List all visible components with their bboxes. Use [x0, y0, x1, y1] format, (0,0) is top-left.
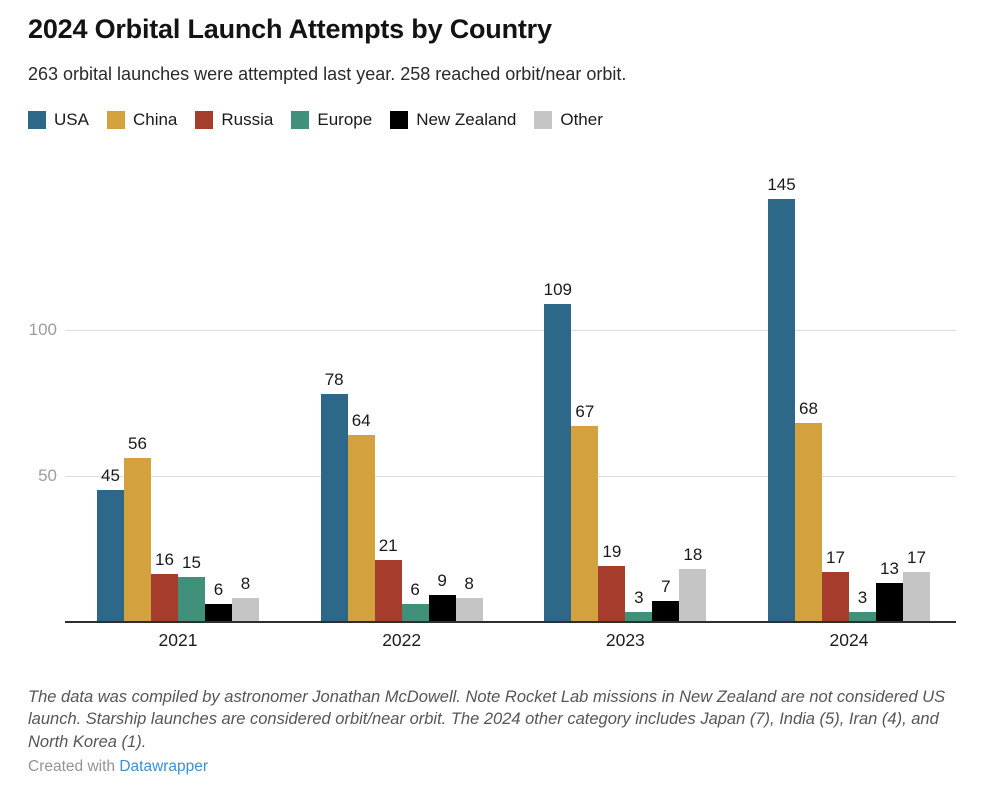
- value-label-new-zealand-2022: 9: [437, 570, 447, 590]
- bar-europe-2021[interactable]: [178, 577, 205, 621]
- legend-label-russia: Russia: [221, 110, 274, 129]
- bar-russia-2021[interactable]: [151, 574, 178, 621]
- chart-title: 2024 Orbital Launch Attempts by Country: [28, 14, 552, 44]
- value-label-new-zealand-2023: 7: [661, 576, 671, 596]
- value-label-other-2024: 17: [907, 547, 926, 567]
- bar-russia-2022[interactable]: [374, 559, 402, 621]
- value-label-other-2023: 18: [683, 544, 703, 564]
- bar-new-zealand-2024[interactable]: [876, 583, 903, 621]
- gridline-100: [65, 330, 956, 331]
- bar-usa-2022[interactable]: [320, 394, 348, 621]
- value-label-russia-2023: 19: [602, 541, 622, 561]
- bar-russia-2024[interactable]: [822, 571, 849, 621]
- bar-china-2024[interactable]: [795, 423, 822, 621]
- attribution: Created with Datawrapper: [28, 758, 208, 776]
- legend-swatch-russia: [195, 111, 214, 129]
- value-label-europe-2021: 15: [182, 553, 201, 573]
- value-label-china-2024: 68: [799, 399, 818, 419]
- datawrapper-link[interactable]: Datawrapper: [119, 758, 209, 775]
- legend-item-usa[interactable]: USA: [28, 110, 89, 130]
- legend: USA China Russia Europe New Zealand Other: [28, 110, 958, 130]
- bar-usa-2024[interactable]: [768, 199, 795, 621]
- bar-new-zealand-2021[interactable]: [205, 603, 232, 621]
- legend-label-usa: USA: [54, 110, 89, 129]
- bar-chart: 50 100 45 56 16 15 6 8 2021 78 64 21 6 9 8 2022 109 67 19 3…: [0, 145, 984, 665]
- value-label-usa-2021: 45: [101, 466, 120, 486]
- legend-item-europe[interactable]: Europe: [291, 110, 372, 130]
- value-label-usa-2022: 78: [324, 370, 344, 390]
- legend-label-other: Other: [560, 110, 603, 129]
- value-label-russia-2024: 17: [826, 547, 845, 567]
- value-label-new-zealand-2024: 13: [880, 559, 899, 579]
- value-label-usa-2024: 145: [767, 175, 796, 195]
- legend-swatch-usa: [28, 111, 46, 129]
- bar-china-2022[interactable]: [347, 434, 375, 621]
- bar-other-2022[interactable]: [455, 597, 483, 621]
- value-label-other-2021: 8: [240, 573, 251, 593]
- bar-other-2024[interactable]: [903, 571, 930, 621]
- chart-notes: The data was compiled by astronomer Jona…: [28, 688, 946, 751]
- x-axis-line: [65, 621, 956, 623]
- value-label-china-2023: 67: [575, 402, 595, 422]
- legend-item-russia[interactable]: Russia: [195, 110, 273, 130]
- legend-item-other[interactable]: Other: [534, 110, 603, 130]
- legend-swatch-europe: [291, 111, 310, 129]
- y-tick-label-50: 50: [38, 465, 57, 485]
- bar-new-zealand-2022[interactable]: [428, 594, 456, 621]
- legend-label-new-zealand: New Zealand: [416, 110, 517, 129]
- value-label-russia-2022: 21: [378, 535, 398, 555]
- value-label-china-2021: 56: [128, 434, 147, 454]
- chart-subtitle: 263 orbital launches were attempted last…: [28, 64, 627, 84]
- bar-europe-2022[interactable]: [401, 603, 429, 621]
- legend-label-china: China: [132, 110, 178, 129]
- value-label-usa-2023: 109: [543, 279, 573, 299]
- legend-label-europe: Europe: [317, 110, 373, 129]
- x-axis-label-2021: 2021: [158, 630, 198, 650]
- value-label-new-zealand-2021: 6: [213, 579, 224, 599]
- value-label-europe-2022: 6: [410, 579, 420, 599]
- x-axis-label-2023: 2023: [605, 630, 645, 650]
- bar-europe-2024[interactable]: [849, 612, 876, 621]
- value-label-europe-2023: 3: [634, 588, 644, 608]
- value-label-other-2022: 8: [464, 573, 474, 593]
- bar-other-2021[interactable]: [232, 597, 259, 621]
- x-axis-label-2022: 2022: [382, 630, 422, 650]
- value-label-europe-2024: 3: [857, 588, 868, 608]
- bar-usa-2021[interactable]: [97, 490, 124, 621]
- bar-china-2023[interactable]: [571, 426, 599, 621]
- value-label-russia-2021: 16: [155, 550, 174, 570]
- bar-new-zealand-2023[interactable]: [652, 600, 680, 621]
- bar-other-2023[interactable]: [679, 568, 707, 621]
- y-tick-label-100: 100: [28, 320, 57, 339]
- attribution-prefix: Created with: [28, 758, 120, 775]
- bar-usa-2023[interactable]: [544, 303, 572, 621]
- gridline-50: [65, 475, 956, 477]
- bar-russia-2023[interactable]: [598, 565, 626, 621]
- value-label-china-2022: 64: [351, 410, 371, 430]
- legend-item-china[interactable]: China: [106, 110, 178, 130]
- legend-item-new-zealand[interactable]: New Zealand: [390, 110, 516, 130]
- x-axis-label-2024: 2024: [829, 630, 869, 650]
- bar-europe-2023[interactable]: [625, 612, 653, 621]
- legend-swatch-new-zealand: [390, 111, 409, 129]
- legend-swatch-other: [534, 111, 553, 129]
- bar-china-2021[interactable]: [124, 458, 151, 621]
- legend-swatch-china: [106, 111, 125, 129]
